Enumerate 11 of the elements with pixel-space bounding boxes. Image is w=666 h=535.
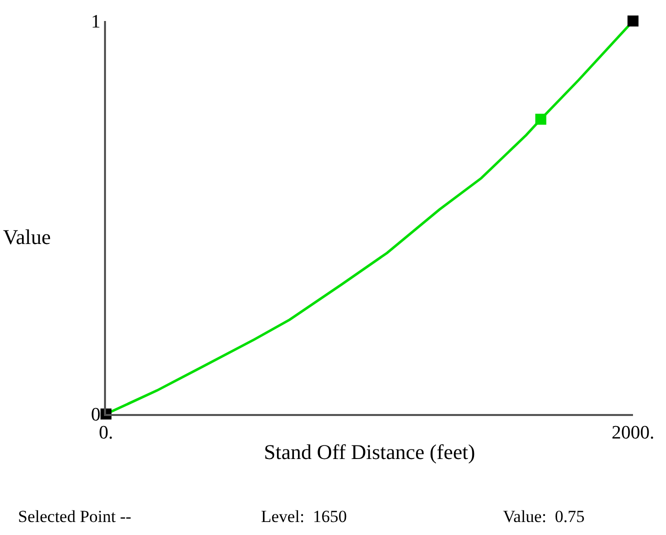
x-tick-label: 0.: [98, 422, 114, 444]
text: Selected Point --: [18, 507, 132, 526]
point: [628, 16, 638, 26]
y-axis-title: Value: [3, 225, 51, 249]
y-tick-label: 1: [90, 12, 100, 33]
y-tick-label: 0: [90, 404, 100, 426]
x-axis-title: Stand Off Distance (feet): [264, 440, 476, 464]
point: [535, 114, 546, 125]
x-tick-label: 2000.: [612, 422, 654, 444]
text: Value: 0.75: [503, 507, 585, 526]
text: Level: 1650: [261, 507, 347, 526]
